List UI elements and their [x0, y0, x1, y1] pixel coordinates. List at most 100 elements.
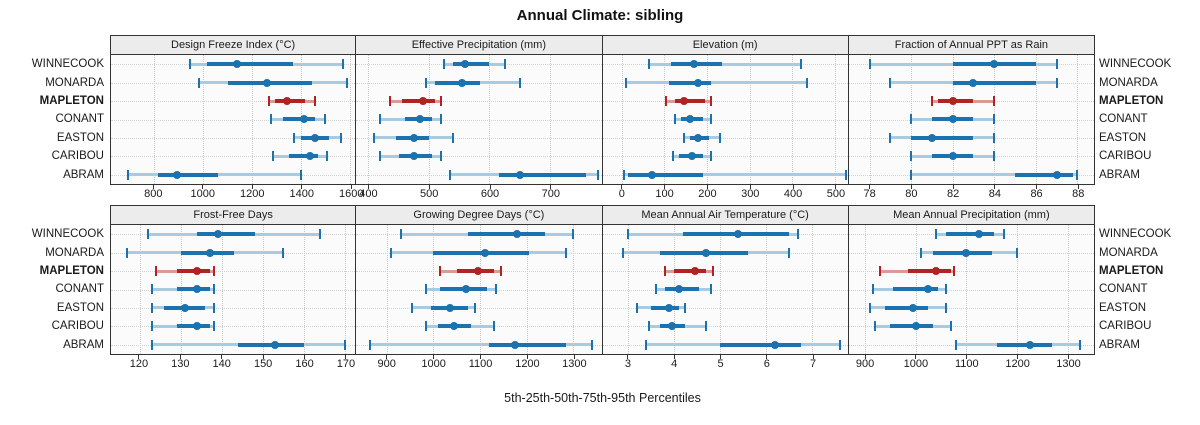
whisker-cap [636, 302, 639, 313]
axis-tick [627, 355, 629, 359]
series-winnecook [603, 55, 848, 73]
gridline-horizontal [356, 156, 602, 158]
gridline-horizontal [602, 156, 848, 158]
whisker-cap [806, 77, 809, 88]
median-dot [948, 97, 957, 106]
series-easton [111, 299, 355, 317]
whisker-cap [493, 321, 496, 332]
panel-box: Elevation (m) [602, 35, 849, 185]
axis-tick-label: 1100 [468, 358, 493, 370]
whisker-cap [844, 169, 847, 180]
whisker-cap [474, 302, 477, 313]
median-dot [193, 285, 202, 294]
gridline-horizontal [111, 289, 356, 291]
row-label-caribou: CARIBOU [51, 320, 104, 333]
gridline-horizontal [602, 101, 848, 103]
bar-25th-75th [911, 135, 974, 140]
axis-tick [433, 355, 435, 359]
row-label-mapleton: MAPLETON [1099, 265, 1164, 278]
row-label-monarda: MONARDA [45, 246, 104, 259]
whisker-5th-95th [911, 173, 1078, 177]
bar-25th-75th [628, 172, 703, 177]
whisker-cap [379, 114, 382, 125]
whisker-cap [799, 59, 802, 70]
median-dot [694, 78, 703, 87]
whisker-cap [572, 229, 575, 240]
median-dot [445, 303, 454, 312]
bar-25th-75th [176, 287, 210, 292]
median-dot [679, 97, 688, 106]
whisker-cap [665, 96, 668, 107]
panel-title: Design Freeze Index (°C) [111, 36, 356, 55]
axis-tick-label: 1200 [1005, 358, 1030, 370]
median-dot [948, 115, 957, 124]
axis-tick [526, 355, 528, 359]
axis-tick-label: 400 [359, 188, 378, 200]
row-label-caribou: CARIBOU [1099, 320, 1152, 333]
row-labels-left: WINNECOOK MONARDA MAPLETON CONANT EASTON CARI… [0, 55, 104, 184]
gridline-horizontal [111, 271, 356, 273]
whisker-cap [993, 114, 996, 125]
series-easton [111, 129, 355, 147]
axis-tick [152, 185, 154, 189]
row-label-monarda: MONARDA [1099, 76, 1158, 89]
axis-tick-label: 700 [541, 188, 560, 200]
chart-row-1: WINNECOOK MONARDA MAPLETON CONANT EASTON CARI… [0, 35, 1200, 201]
bar-25th-75th [401, 99, 435, 104]
series-abram [356, 166, 601, 184]
row-label-monarda: MONARDA [45, 76, 104, 89]
axis-tick-label: 1400 [289, 188, 315, 200]
whisker-cap [838, 339, 841, 350]
x-axis: 900 1000 1100 1200 1300 [356, 355, 602, 371]
series-abram [849, 166, 1094, 184]
median-dot [771, 340, 780, 349]
axis-tick-label: 86 [1030, 188, 1043, 200]
axis-tick-label: 1100 [954, 358, 979, 370]
bar-25th-75th [206, 62, 293, 67]
bar-25th-75th [288, 154, 319, 159]
row-label-abram: ABRAM [1099, 338, 1140, 351]
median-dot [299, 115, 308, 124]
whisker-cap [710, 151, 713, 162]
axis-tick-label: 120 [129, 358, 149, 370]
panel-frost-free-days: Frost-Free Days 120 130 140 150 160 170 [110, 205, 357, 371]
axis-tick-label: 1300 [1056, 358, 1081, 370]
whisker-cap [910, 169, 913, 180]
row-label-mapleton: MAPLETON [1099, 95, 1164, 108]
row-label-monarda: MONARDA [1099, 246, 1158, 259]
series-caribou [356, 147, 601, 165]
series-winnecook [356, 55, 601, 73]
gridline-horizontal [602, 307, 848, 309]
series-monarda [603, 73, 848, 91]
axis-tick-label: 150 [253, 358, 273, 370]
figure-title: Annual Climate: sibling [516, 7, 684, 24]
panel-title: Elevation (m) [602, 36, 848, 55]
axis-tick-label: 4 [671, 358, 678, 370]
axis-tick-label: 600 [480, 188, 500, 200]
series-caribou [849, 147, 1094, 165]
whisker-cap [718, 132, 721, 143]
axis-tick [1036, 185, 1038, 189]
whisker-cap [212, 284, 215, 295]
panel-box: Mean Annual Air Temperature (°C) [602, 205, 849, 355]
row-label-winnecook: WINNECOOK [31, 228, 104, 241]
panel-box: Fraction of Annual PPT as Rain [848, 35, 1095, 185]
whisker-5th-95th [649, 62, 801, 66]
x-axis: 120 130 140 150 160 170 [110, 355, 356, 371]
whisker-cap [151, 339, 154, 350]
whisker-cap [269, 114, 272, 125]
median-dot [462, 285, 471, 294]
gridline-horizontal [848, 326, 1094, 328]
row-label-winnecook: WINNECOOK [1099, 228, 1172, 241]
median-dot [688, 152, 697, 161]
axis-tick-label: 7 [810, 358, 817, 370]
series-mapleton [603, 92, 848, 110]
series-monarda [603, 243, 848, 261]
whisker-cap [345, 77, 348, 88]
series-conant [603, 110, 848, 128]
median-dot [409, 152, 418, 161]
whisker-cap [624, 77, 627, 88]
axis-tick [812, 355, 814, 359]
whisker-cap [425, 284, 428, 295]
